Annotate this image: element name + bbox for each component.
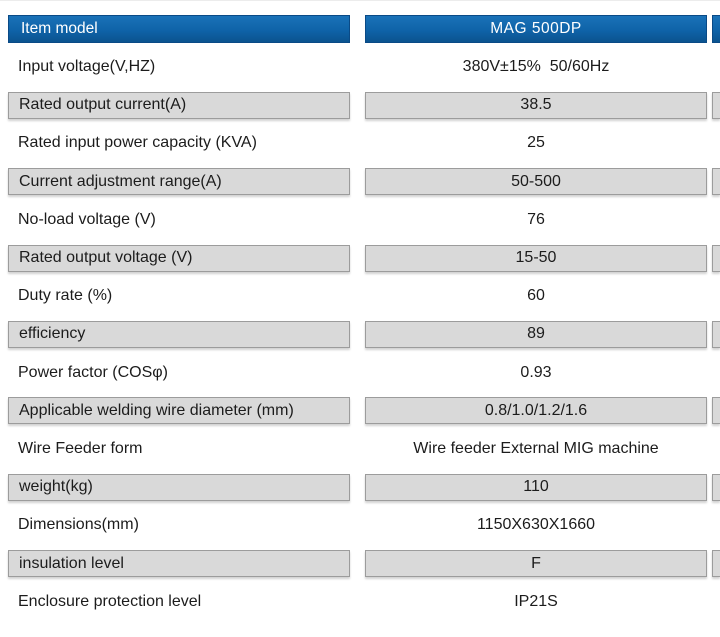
spec-value: 25 xyxy=(527,134,545,152)
specification-table: Item model MAG 500DP Input voltage(V,HZ)… xyxy=(8,15,720,621)
spec-label: Rated output current(A) xyxy=(8,91,350,119)
table-row: Power factor (COSφ) 0.93 xyxy=(8,354,720,392)
spec-label: Applicable welding wire diameter (mm) xyxy=(8,397,350,425)
table-row: weight(kg) 110 xyxy=(8,468,720,506)
next-column-sliver xyxy=(712,588,720,615)
table-row: No-load voltage (V) 76 xyxy=(8,201,720,239)
spec-label: Wire Feeder form xyxy=(18,439,143,457)
next-column-sliver xyxy=(712,320,720,348)
next-column-sliver xyxy=(712,435,720,462)
next-column-sliver xyxy=(712,244,720,272)
spec-label: Rated input power capacity (KVA) xyxy=(18,134,257,152)
spec-value: 38.5 xyxy=(365,91,707,119)
spec-label: Input voltage(V,HZ) xyxy=(18,58,156,76)
next-column-sliver xyxy=(712,130,720,157)
table-row: efficiency 89 xyxy=(8,315,720,353)
next-column-sliver xyxy=(712,359,720,386)
table-row: Rated input power capacity (KVA) 25 xyxy=(8,124,720,162)
table-header-row: Item model MAG 500DP xyxy=(8,15,720,43)
next-column-sliver xyxy=(712,206,720,233)
next-column-sliver xyxy=(712,15,720,43)
next-column-sliver xyxy=(712,91,720,119)
table-body: Input voltage(V,HZ) 380V±15% 50/60Hz Rat… xyxy=(8,48,720,621)
table-row: Enclosure protection level IP21S xyxy=(8,583,720,621)
table-row: Current adjustment range(A) 50-500 xyxy=(8,163,720,201)
spec-value: 1150X630X1660 xyxy=(476,516,596,534)
spec-label: weight(kg) xyxy=(8,473,350,501)
next-column-sliver xyxy=(712,512,720,539)
spec-value: IP21S xyxy=(514,592,558,610)
spec-value: 76 xyxy=(527,210,545,228)
table-row: Rated output voltage (V) 15-50 xyxy=(8,239,720,277)
spec-value: Wire feeder External MIG machine xyxy=(413,439,659,457)
spec-value: 89 xyxy=(365,320,707,348)
spec-value: 60 xyxy=(527,287,545,305)
spec-value: 15-50 xyxy=(365,244,707,272)
spec-value: 0.8/1.0/1.2/1.6 xyxy=(365,397,707,425)
table-row: Dimensions(mm) 1150X630X1660 xyxy=(8,506,720,544)
table-row: Rated output current(A) 38.5 xyxy=(8,86,720,124)
spec-value: 380V±15% 50/60Hz xyxy=(462,58,610,76)
spec-label: Duty rate (%) xyxy=(18,287,113,305)
spec-value: 0.93 xyxy=(520,363,552,381)
spec-label: Power factor (COSφ) xyxy=(18,363,168,381)
next-column-sliver xyxy=(712,550,720,578)
table-row: insulation level F xyxy=(8,544,720,582)
table-row: Duty rate (%) 60 xyxy=(8,277,720,315)
header-item-model: Item model xyxy=(8,15,350,43)
spec-label: Dimensions(mm) xyxy=(18,516,139,534)
table-row: Applicable welding wire diameter (mm) 0.… xyxy=(8,392,720,430)
next-column-sliver xyxy=(712,473,720,501)
header-model-value: MAG 500DP xyxy=(365,15,707,43)
spec-label: efficiency xyxy=(8,320,350,348)
table-row: Input voltage(V,HZ) 380V±15% 50/60Hz xyxy=(8,48,720,86)
spec-value: 110 xyxy=(365,473,707,501)
table-row: Wire Feeder form Wire feeder External MI… xyxy=(8,430,720,468)
next-column-sliver xyxy=(712,54,720,81)
spec-label: Current adjustment range(A) xyxy=(8,168,350,196)
spec-label: Enclosure protection level xyxy=(18,592,202,610)
spec-value: F xyxy=(365,550,707,578)
next-column-sliver xyxy=(712,283,720,310)
next-column-sliver xyxy=(712,397,720,425)
spec-label: Rated output voltage (V) xyxy=(8,244,350,272)
next-column-sliver xyxy=(712,168,720,196)
spec-label: No-load voltage (V) xyxy=(18,210,156,228)
spec-value: 50-500 xyxy=(365,168,707,196)
spec-label: insulation level xyxy=(8,550,350,578)
